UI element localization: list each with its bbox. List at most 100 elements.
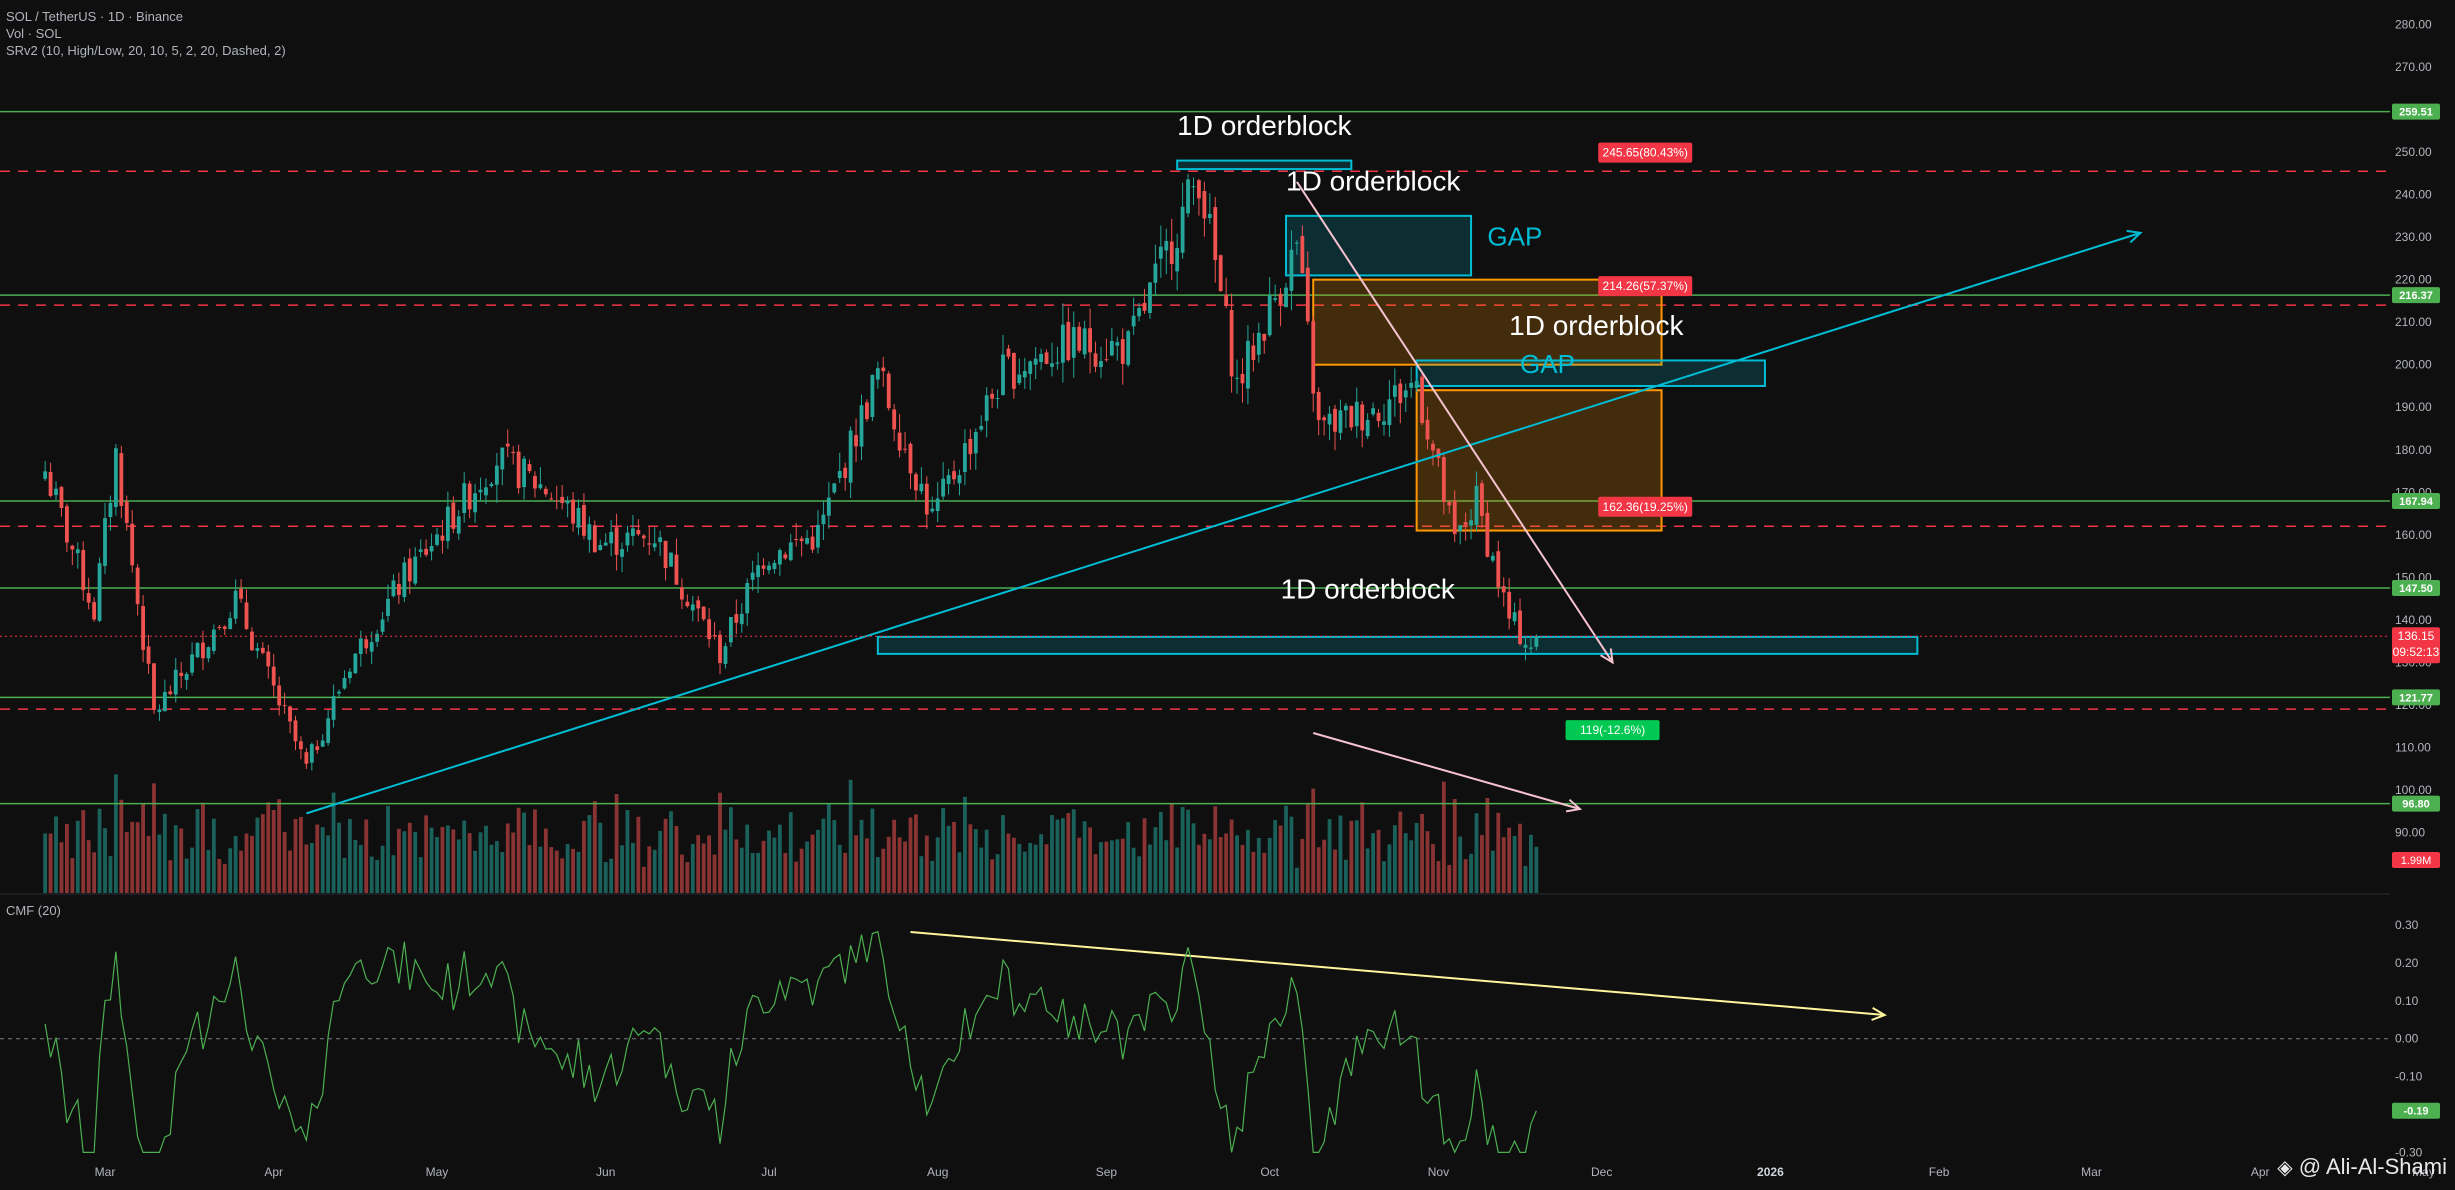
candle-body [1420, 376, 1424, 423]
candle-body [239, 588, 243, 599]
candle-body [70, 545, 75, 550]
candle-body [130, 523, 135, 566]
volume-bar [124, 832, 129, 893]
volume-bar [1289, 816, 1294, 893]
volume-bar [255, 817, 260, 893]
volume-bar [445, 825, 450, 893]
candle-body [309, 744, 314, 763]
indicator-legend[interactable]: SRv2 (10, High/Low, 20, 10, 5, 2, 20, Da… [6, 43, 286, 58]
candle-body [1295, 242, 1299, 244]
volume-bar [1017, 843, 1022, 893]
candle-body [108, 502, 113, 518]
cmf-legend[interactable]: CMF (20) [6, 903, 61, 918]
volume-bar [1039, 834, 1044, 893]
level-price-label: 96.80 [2402, 799, 2430, 811]
target-label-box [1598, 142, 1693, 163]
gap-label: GAP [1520, 349, 1575, 379]
candle-body [592, 525, 597, 553]
candle-body [903, 448, 907, 450]
volume-bar [402, 831, 407, 893]
volume-bar [1164, 840, 1169, 893]
volume-bar [1507, 827, 1512, 893]
candle-body [832, 483, 837, 493]
candle-body [805, 538, 809, 544]
volume-bar [146, 835, 151, 893]
candle-body [930, 508, 935, 512]
volume-bar [1202, 833, 1207, 893]
price-axis-tick: 180.00 [2395, 443, 2432, 457]
volume-bar [1011, 837, 1016, 893]
candle-body [1115, 342, 1120, 346]
price-axis-tick: 210.00 [2395, 315, 2432, 329]
candle-body [522, 458, 526, 488]
candle-body [1066, 321, 1071, 361]
candle-body [282, 705, 287, 707]
symbol-title[interactable]: SOL / TetherUS · 1D · Binance [6, 9, 184, 24]
candle-body [228, 618, 233, 630]
volume-bar [86, 840, 91, 893]
candle-body [1164, 240, 1169, 251]
volume-bar [1126, 822, 1131, 893]
candle-body [854, 435, 858, 447]
volume-bar [1431, 844, 1435, 893]
candle-body [1197, 180, 1201, 199]
volume-bar [500, 852, 505, 893]
level-price-label: 259.51 [2399, 107, 2433, 119]
volume-bar [620, 845, 624, 893]
candle-body [1256, 332, 1261, 355]
target-label-box [1565, 720, 1660, 741]
level-price-label: 216.37 [2399, 290, 2433, 302]
volume-bar [723, 829, 728, 893]
level-price-tag [2392, 689, 2440, 706]
candle-body [1207, 214, 1212, 218]
candle-body [484, 487, 488, 496]
candle-body [1126, 331, 1131, 365]
candle-body [963, 443, 967, 473]
candle-body [1469, 520, 1473, 526]
orderblock-label: 1D orderblock [1177, 110, 1352, 141]
volume-bar [538, 846, 543, 893]
candle-body [1001, 354, 1005, 396]
candle-body [1485, 512, 1490, 557]
volume-bar [315, 824, 320, 893]
volume-bar [832, 820, 837, 893]
candle-body [407, 558, 412, 582]
falling-trendline-head [1600, 648, 1614, 665]
volume-bar [859, 819, 864, 893]
candle-body [1120, 339, 1125, 364]
volume-bar [1001, 815, 1005, 893]
volume-bar [1534, 846, 1539, 893]
volume-bar [603, 862, 608, 893]
candle-body [1109, 340, 1114, 356]
candle-body [157, 709, 162, 713]
candle-body [48, 472, 53, 496]
candle-body [663, 540, 668, 569]
cmf-axis-tick: 0.20 [2395, 956, 2419, 970]
level-price-label: 167.94 [2399, 496, 2434, 508]
candle-body [1354, 401, 1359, 427]
volume-bar [886, 836, 891, 893]
candle-body [924, 483, 929, 515]
candle-body [1387, 399, 1392, 426]
volume-legend[interactable]: Vol · SOL [6, 26, 62, 41]
candle-body [1071, 327, 1076, 358]
volume-bar [108, 856, 113, 893]
candle-body [848, 430, 853, 483]
candle-body [1338, 410, 1343, 433]
candle-series [43, 173, 1539, 771]
candle-body [1240, 373, 1245, 384]
candle-body [429, 546, 434, 552]
candle-body [652, 543, 657, 548]
candle-body [952, 471, 956, 480]
candle-body [957, 475, 962, 484]
candle-body [816, 524, 820, 548]
volume-bar [364, 819, 369, 893]
candle-body [1148, 282, 1152, 313]
volume-bar [1305, 803, 1310, 893]
candle-body [609, 531, 614, 544]
volume-bar [206, 849, 211, 893]
candle-body [1425, 419, 1430, 440]
candle-body [375, 633, 380, 642]
price-axis-tick: 240.00 [2395, 188, 2432, 202]
